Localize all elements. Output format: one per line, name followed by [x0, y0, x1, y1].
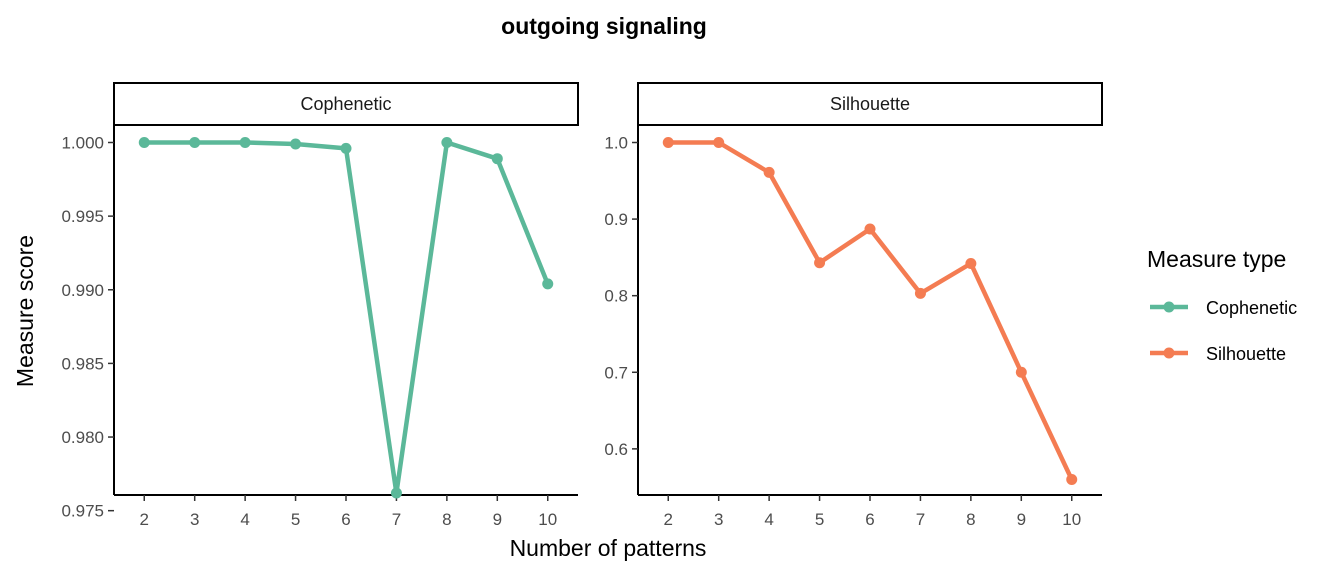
x-tick-label: 2: [664, 510, 673, 529]
series-line-cophenetic: [142, 140, 550, 496]
x-tick-label: 4: [240, 510, 249, 529]
y-tick-label: 0.990: [61, 281, 104, 300]
data-point: [1066, 474, 1078, 485]
y-tick-label: 0.980: [61, 428, 104, 447]
x-axis-title: Number of patterns: [510, 535, 707, 561]
data-point: [965, 258, 977, 270]
x-tick-label: 2: [140, 510, 149, 529]
legend-entry-cophenetic: Cophenetic: [1206, 298, 1297, 318]
chart-title: outgoing signaling: [501, 13, 707, 39]
data-point: [138, 137, 150, 148]
y-tick-label: 0.995: [61, 207, 104, 226]
x-tick-label: 3: [714, 510, 723, 529]
data-point: [491, 153, 503, 165]
data-point: [189, 137, 201, 148]
x-tick-label: 3: [190, 510, 199, 529]
y-tick-label: 0.9: [604, 210, 628, 229]
legend-key-point: [1163, 347, 1175, 359]
x-tick-label: 6: [341, 510, 350, 529]
strip-label: Cophenetic: [300, 94, 391, 114]
legend: Measure type Cophenetic Silhouette: [1147, 246, 1297, 364]
y-tick-label: 0.8: [604, 287, 628, 306]
legend-key-point: [1163, 301, 1175, 313]
x-tick-label: 7: [392, 510, 401, 529]
x-tick-label: 8: [966, 510, 975, 529]
facet-panel-silhouette: Silhouette 0.6 0.7 0.8 0.9 1.0 2 3 4 5 6 7 8 9 10: [604, 82, 1103, 529]
x-tick-label: 8: [442, 510, 451, 529]
legend-title: Measure type: [1147, 246, 1286, 272]
facet-panels: Cophenetic0.9750.9800.9850.9900.9951.000…: [61, 82, 1103, 529]
facet-panel-cophenetic: Cophenetic 0.975 0.980 0.985 0.990 0.995 1.000…: [61, 82, 579, 529]
y-tick-label: 0.975: [61, 502, 104, 521]
data-point: [290, 138, 302, 150]
data-point: [713, 137, 725, 148]
data-point: [441, 137, 453, 148]
x-tick-label: 5: [291, 510, 300, 529]
y-tick-label: 0.985: [61, 354, 104, 373]
data-point: [340, 142, 352, 154]
y-tick-label: 1.000: [61, 134, 104, 153]
strip-label: Silhouette: [830, 94, 910, 114]
data-point: [1015, 366, 1027, 378]
y-axis-title: Measure score: [12, 235, 38, 387]
x-tick-label: 9: [1017, 510, 1026, 529]
data-point: [239, 137, 251, 148]
strip-box: [637, 82, 1103, 126]
data-point: [390, 487, 402, 499]
x-tick-label: 7: [916, 510, 925, 529]
y-tick-label: 0.6: [604, 440, 628, 459]
legend-entry-silhouette: Silhouette: [1206, 344, 1286, 364]
data-point: [662, 137, 674, 148]
x-tick-label: 9: [493, 510, 502, 529]
y-tick-label: 0.7: [604, 363, 628, 382]
x-tick-label: 10: [1062, 510, 1081, 529]
data-point: [814, 257, 826, 269]
data-point: [763, 166, 775, 178]
data-point: [864, 223, 876, 235]
y-tick-label: 1.0: [604, 134, 628, 153]
data-point: [542, 278, 554, 290]
x-tick-label: 10: [538, 510, 557, 529]
x-tick-label: 6: [865, 510, 874, 529]
series-line-silhouette: [666, 140, 1074, 482]
x-tick-label: 4: [764, 510, 773, 529]
data-point: [914, 287, 926, 299]
strip-box: [113, 82, 579, 126]
x-tick-label: 5: [815, 510, 824, 529]
